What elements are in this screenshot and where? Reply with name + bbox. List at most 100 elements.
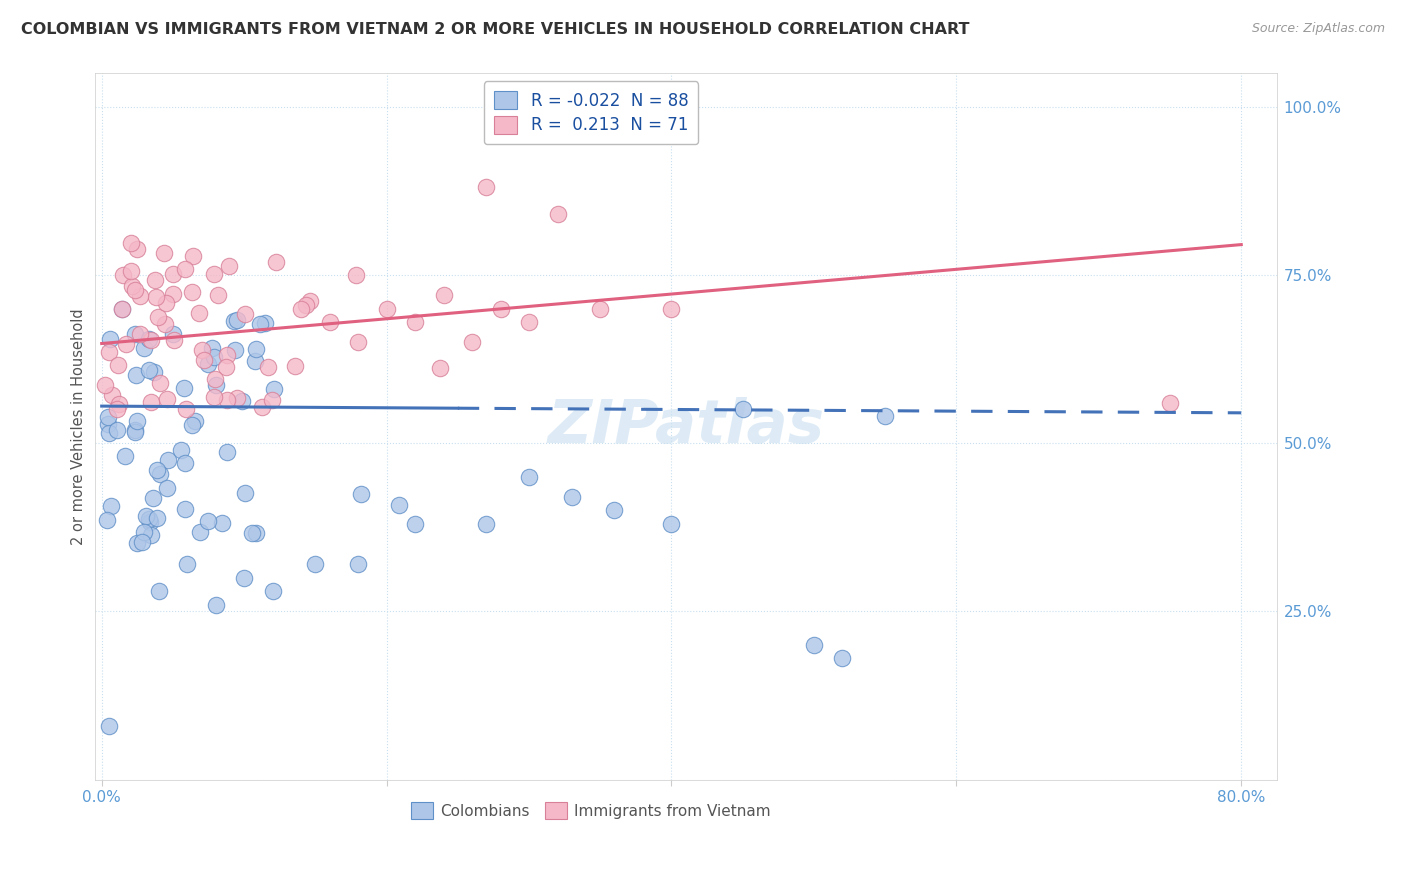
Point (262, 584, 284, 599)
Point (243, 354, 266, 368)
Point (875, 409, 897, 424)
Point (262, 392, 284, 407)
Point (176, 402, 198, 417)
Point (162, 267, 184, 281)
Point (193, 353, 215, 368)
Point (561, 490, 583, 504)
Point (202, 351, 225, 365)
Legend: Colombians, Immigrants from Vietnam: Colombians, Immigrants from Vietnam (405, 796, 778, 825)
Point (475, 516, 498, 531)
Point (803, 638, 825, 652)
Point (211, 516, 233, 530)
Point (146, 310, 169, 325)
Point (107, 402, 129, 417)
Point (224, 343, 246, 358)
Point (191, 343, 214, 357)
Point (132, 341, 155, 355)
Point (517, 469, 540, 483)
Point (169, 443, 191, 458)
Point (304, 558, 326, 572)
Point (294, 298, 316, 312)
Text: Source: ZipAtlas.com: Source: ZipAtlas.com (1251, 22, 1385, 36)
Point (93, 378, 115, 392)
Point (138, 362, 160, 376)
Point (125, 413, 148, 427)
Point (603, 503, 626, 517)
Point (290, 301, 312, 316)
Point (155, 296, 177, 310)
Point (197, 514, 219, 528)
Point (132, 524, 155, 539)
Point (404, 315, 426, 329)
Point (125, 242, 148, 256)
Point (404, 516, 426, 531)
Point (245, 343, 267, 357)
Point (217, 393, 239, 408)
Point (108, 397, 131, 411)
Point (100, 499, 122, 513)
Point (388, 498, 411, 512)
Point (215, 445, 238, 459)
Point (250, 400, 273, 414)
Point (202, 390, 225, 404)
Point (98, 332, 121, 346)
Text: ZIPatlas: ZIPatlas (547, 397, 824, 456)
Point (129, 326, 152, 341)
Point (124, 425, 146, 439)
Point (153, 245, 176, 260)
Point (181, 418, 204, 433)
Point (101, 388, 124, 402)
Point (202, 267, 225, 281)
Point (162, 326, 184, 341)
Text: COLOMBIAN VS IMMIGRANTS FROM VIETNAM 2 OR MORE VEHICLES IN HOUSEHOLD CORRELATION: COLOMBIAN VS IMMIGRANTS FROM VIETNAM 2 O… (21, 22, 970, 37)
Point (207, 287, 229, 301)
Point (217, 348, 239, 362)
Point (145, 290, 167, 304)
Point (201, 341, 224, 355)
Point (1159, 396, 1181, 410)
Point (256, 359, 278, 374)
Point (124, 326, 146, 341)
Point (204, 598, 226, 612)
Point (173, 380, 195, 394)
Point (197, 357, 219, 371)
Point (249, 317, 271, 331)
Point (114, 449, 136, 463)
Point (214, 359, 236, 374)
Point (142, 365, 165, 379)
Point (347, 558, 370, 572)
Point (124, 368, 146, 382)
Point (475, 180, 498, 194)
Point (188, 524, 211, 539)
Point (547, 207, 569, 221)
Point (205, 378, 228, 392)
Point (142, 491, 165, 505)
Point (120, 235, 142, 250)
Point (284, 359, 307, 373)
Point (350, 487, 373, 501)
Point (661, 516, 683, 531)
Point (235, 307, 257, 321)
Point (143, 272, 166, 286)
Point (661, 301, 683, 316)
Point (429, 360, 451, 375)
Point (97, 410, 120, 425)
Point (97, 345, 120, 359)
Point (245, 526, 267, 541)
Point (432, 288, 454, 302)
Point (105, 423, 128, 437)
Point (135, 509, 157, 524)
Point (298, 293, 321, 308)
Point (233, 571, 256, 585)
Point (173, 502, 195, 516)
Point (181, 249, 204, 263)
Point (218, 259, 240, 273)
Point (114, 337, 136, 351)
Point (156, 452, 179, 467)
Point (149, 376, 172, 391)
Point (589, 301, 612, 316)
Point (263, 382, 285, 396)
Point (184, 414, 207, 428)
Point (97, 719, 120, 733)
Point (111, 301, 134, 316)
